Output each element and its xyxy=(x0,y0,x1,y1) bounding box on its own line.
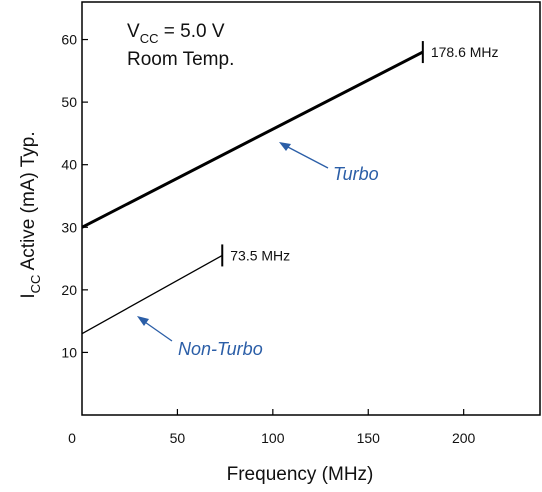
turbo-end-label: 178.6 MHz xyxy=(431,44,499,60)
x-tick-label: 50 xyxy=(170,430,186,446)
x-tick-label: 100 xyxy=(261,430,285,446)
plot-frame xyxy=(81,1,541,416)
non-turbo-arrowhead xyxy=(137,316,149,326)
series-layer: 178.6 MHz 73.5 MHz xyxy=(81,41,499,335)
x-tick-label: 200 xyxy=(452,430,476,446)
turbo-series-label: Turbo xyxy=(333,164,379,184)
x-tick-label: 150 xyxy=(357,430,381,446)
conditions-note: VCC = 5.0 V Room Temp. xyxy=(127,21,234,70)
non-turbo-series-label: Non-Turbo xyxy=(178,339,263,359)
non-turbo-callout: Non-Turbo xyxy=(137,316,263,359)
conditions-temp: Room Temp. xyxy=(127,49,234,70)
y-tick-label: 10 xyxy=(61,344,77,360)
y-tick-label: 60 xyxy=(61,32,77,48)
y-axis-ticks: 10 20 30 40 50 60 xyxy=(61,32,88,360)
x-tick-label: 0 xyxy=(68,430,76,446)
turbo-series-line xyxy=(81,50,424,229)
turbo-arrowhead xyxy=(279,142,291,151)
x-axis-title: Frequency (MHz) xyxy=(227,464,374,485)
y-tick-label: 30 xyxy=(61,219,77,235)
y-axis-title: ICC Active (mA) Typ. xyxy=(18,131,43,298)
non-turbo-arrow xyxy=(141,319,173,342)
turbo-arrow xyxy=(283,144,329,169)
non-turbo-series-line xyxy=(81,254,223,335)
y-tick-label: 50 xyxy=(61,94,77,110)
conditions-vcc: VCC = 5.0 V xyxy=(127,21,225,46)
turbo-callout: Turbo xyxy=(279,142,379,184)
non-turbo-end-label: 73.5 MHz xyxy=(230,247,290,263)
y-tick-label: 20 xyxy=(61,282,77,298)
x-axis-ticks: 0 50 100 150 200 xyxy=(68,409,476,446)
y-tick-label: 40 xyxy=(61,157,77,173)
